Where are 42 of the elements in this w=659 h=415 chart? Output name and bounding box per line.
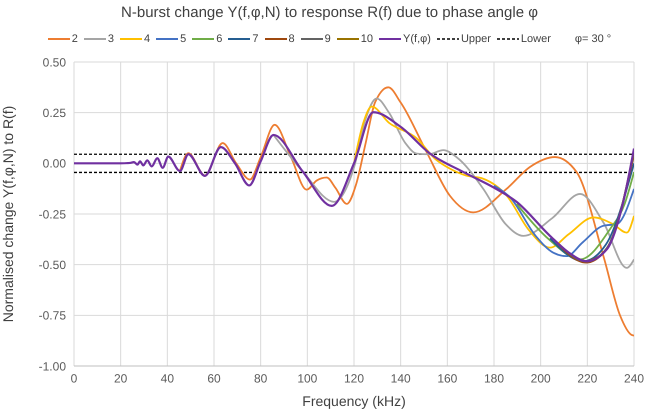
line-series	[272, 98, 634, 269]
y-axis-title: Normalised change Y(f,φ,N) to R(f)	[0, 106, 16, 322]
text: φ= 30 °	[574, 33, 612, 45]
legend-label: 3	[108, 33, 114, 45]
x-tick-label: 40	[160, 372, 174, 386]
legend-label: 4	[144, 33, 150, 45]
x-tick-label: 80	[254, 372, 268, 386]
x-tick-label: 180	[484, 372, 504, 386]
x-tick-label: 100	[297, 372, 318, 386]
line-series	[353, 106, 634, 249]
legend-label: Lower	[520, 33, 551, 45]
x-tick-label: 60	[207, 372, 221, 386]
y-tick-label: 0.50	[42, 55, 66, 70]
y-tick-label: 0.25	[42, 106, 66, 120]
x-axis-title: Frequency (kHz)	[302, 393, 406, 409]
legend-label: 7	[252, 33, 259, 45]
line-series	[74, 111, 634, 262]
chart-title: N-burst change Y(f,φ,N) to response R(f) due to phase angle φ	[120, 3, 539, 23]
legend-label: Upper	[460, 33, 491, 45]
legend-label: Y(f,φ)	[403, 33, 431, 45]
x-tick-label: 160	[437, 372, 458, 386]
y-tick-label: -0.25	[38, 207, 66, 222]
legend-label: 5	[180, 33, 186, 45]
x-tick-label: 140	[390, 372, 411, 386]
legend-label: 2	[72, 33, 78, 45]
line-series	[179, 86, 634, 336]
y-tick-label: -0.50	[38, 258, 66, 272]
x-tick-label: 200	[530, 372, 551, 386]
line-series	[493, 184, 634, 258]
y-tick-label: -1.00	[38, 359, 66, 374]
line-series	[516, 171, 634, 260]
legend-label: 10	[360, 33, 374, 45]
legend-label: 6	[216, 33, 222, 45]
y-tick-label: -0.75	[38, 308, 66, 323]
x-tick-label: 220	[577, 372, 598, 386]
x-tick-label: 120	[344, 372, 364, 386]
y-tick-label: 0.00	[42, 156, 66, 171]
x-tick-label: 0	[70, 372, 78, 386]
x-tick-label: 240	[624, 372, 644, 386]
x-tick-label: 20	[114, 372, 128, 386]
legend-label: 8	[288, 33, 295, 45]
legend-label: 9	[324, 33, 331, 45]
